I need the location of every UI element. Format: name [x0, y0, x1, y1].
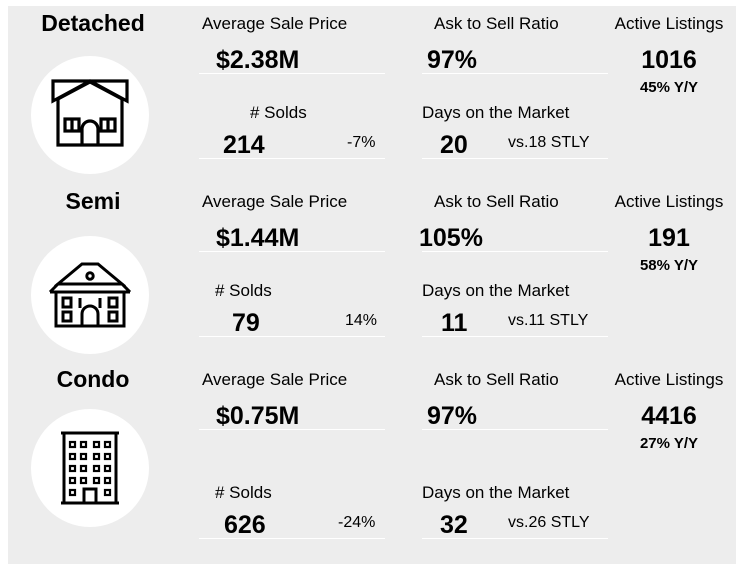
semi-avg-price-label: Average Sale Price: [202, 192, 348, 211]
semi-ask-label: Ask to Sell Ratio: [434, 192, 559, 211]
detached-solds-change: -7%: [347, 134, 376, 151]
divider: [422, 336, 608, 337]
semi-solds-change: 14%: [345, 312, 378, 329]
divider: [199, 73, 385, 74]
detached-house-icon: [51, 79, 129, 147]
semi-active-yoy: 58% Y/Y: [639, 257, 699, 274]
semi-ask-value: 105%: [419, 224, 483, 252]
condo-avg-price-value: $0.75M: [216, 402, 300, 430]
condo-building-icon: [61, 431, 119, 505]
divider: [422, 251, 608, 252]
divider: [199, 158, 385, 159]
detached-active-label: Active Listings: [614, 14, 724, 33]
semi-avg-price-value: $1.44M: [216, 224, 300, 252]
divider: [422, 538, 608, 539]
detached-avg-price-label: Average Sale Price: [202, 14, 348, 33]
market-stats-panel: Detached Average Sale Price $2.38M Ask t…: [8, 6, 736, 564]
semi-house-icon: [48, 262, 132, 328]
divider: [199, 251, 385, 252]
detached-solds-label: # Solds: [250, 103, 307, 122]
semi-solds-value: 79: [232, 309, 260, 337]
detached-active-yoy: 45% Y/Y: [639, 79, 699, 96]
semi-dom-comparison: vs.11 STLY: [508, 312, 589, 329]
semi-solds-label: # Solds: [215, 281, 272, 300]
detached-dom-comparison: vs.18 STLY: [508, 134, 590, 151]
semi-icon-badge: [31, 236, 149, 354]
detached-ask-value: 97%: [427, 46, 478, 74]
condo-ask-label: Ask to Sell Ratio: [434, 370, 559, 389]
condo-dom-comparison: vs.26 STLY: [508, 514, 590, 531]
divider: [199, 429, 385, 430]
detached-avg-price-value: $2.38M: [216, 46, 300, 74]
condo-avg-price-label: Average Sale Price: [202, 370, 348, 389]
condo-solds-change: -24%: [338, 514, 376, 531]
divider: [199, 336, 385, 337]
detached-active-value: 1016: [641, 46, 697, 74]
semi-active-label: Active Listings: [614, 192, 724, 211]
detached-dom-value: 20: [440, 131, 468, 159]
condo-solds-value: 626: [224, 511, 266, 539]
detached-solds-value: 214: [223, 131, 265, 159]
detached-icon-badge: [31, 56, 149, 174]
condo-active-value: 4416: [641, 402, 697, 430]
condo-active-yoy: 27% Y/Y: [639, 435, 699, 452]
section-title-semi: Semi: [65, 188, 121, 214]
semi-dom-value: 11: [441, 309, 468, 337]
divider: [199, 538, 385, 539]
semi-active-value: 191: [648, 224, 690, 252]
divider: [422, 429, 608, 430]
detached-ask-label: Ask to Sell Ratio: [434, 14, 559, 33]
condo-icon-badge: [31, 409, 149, 527]
section-title-detached: Detached: [41, 10, 145, 36]
section-title-condo: Condo: [56, 366, 130, 392]
condo-solds-label: # Solds: [215, 483, 272, 502]
condo-active-label: Active Listings: [614, 370, 724, 389]
semi-dom-label: Days on the Market: [422, 281, 570, 300]
condo-ask-value: 97%: [427, 402, 478, 430]
condo-dom-label: Days on the Market: [422, 483, 570, 502]
condo-dom-value: 32: [440, 511, 468, 539]
divider: [422, 73, 608, 74]
detached-dom-label: Days on the Market: [422, 103, 570, 122]
divider: [422, 158, 608, 159]
